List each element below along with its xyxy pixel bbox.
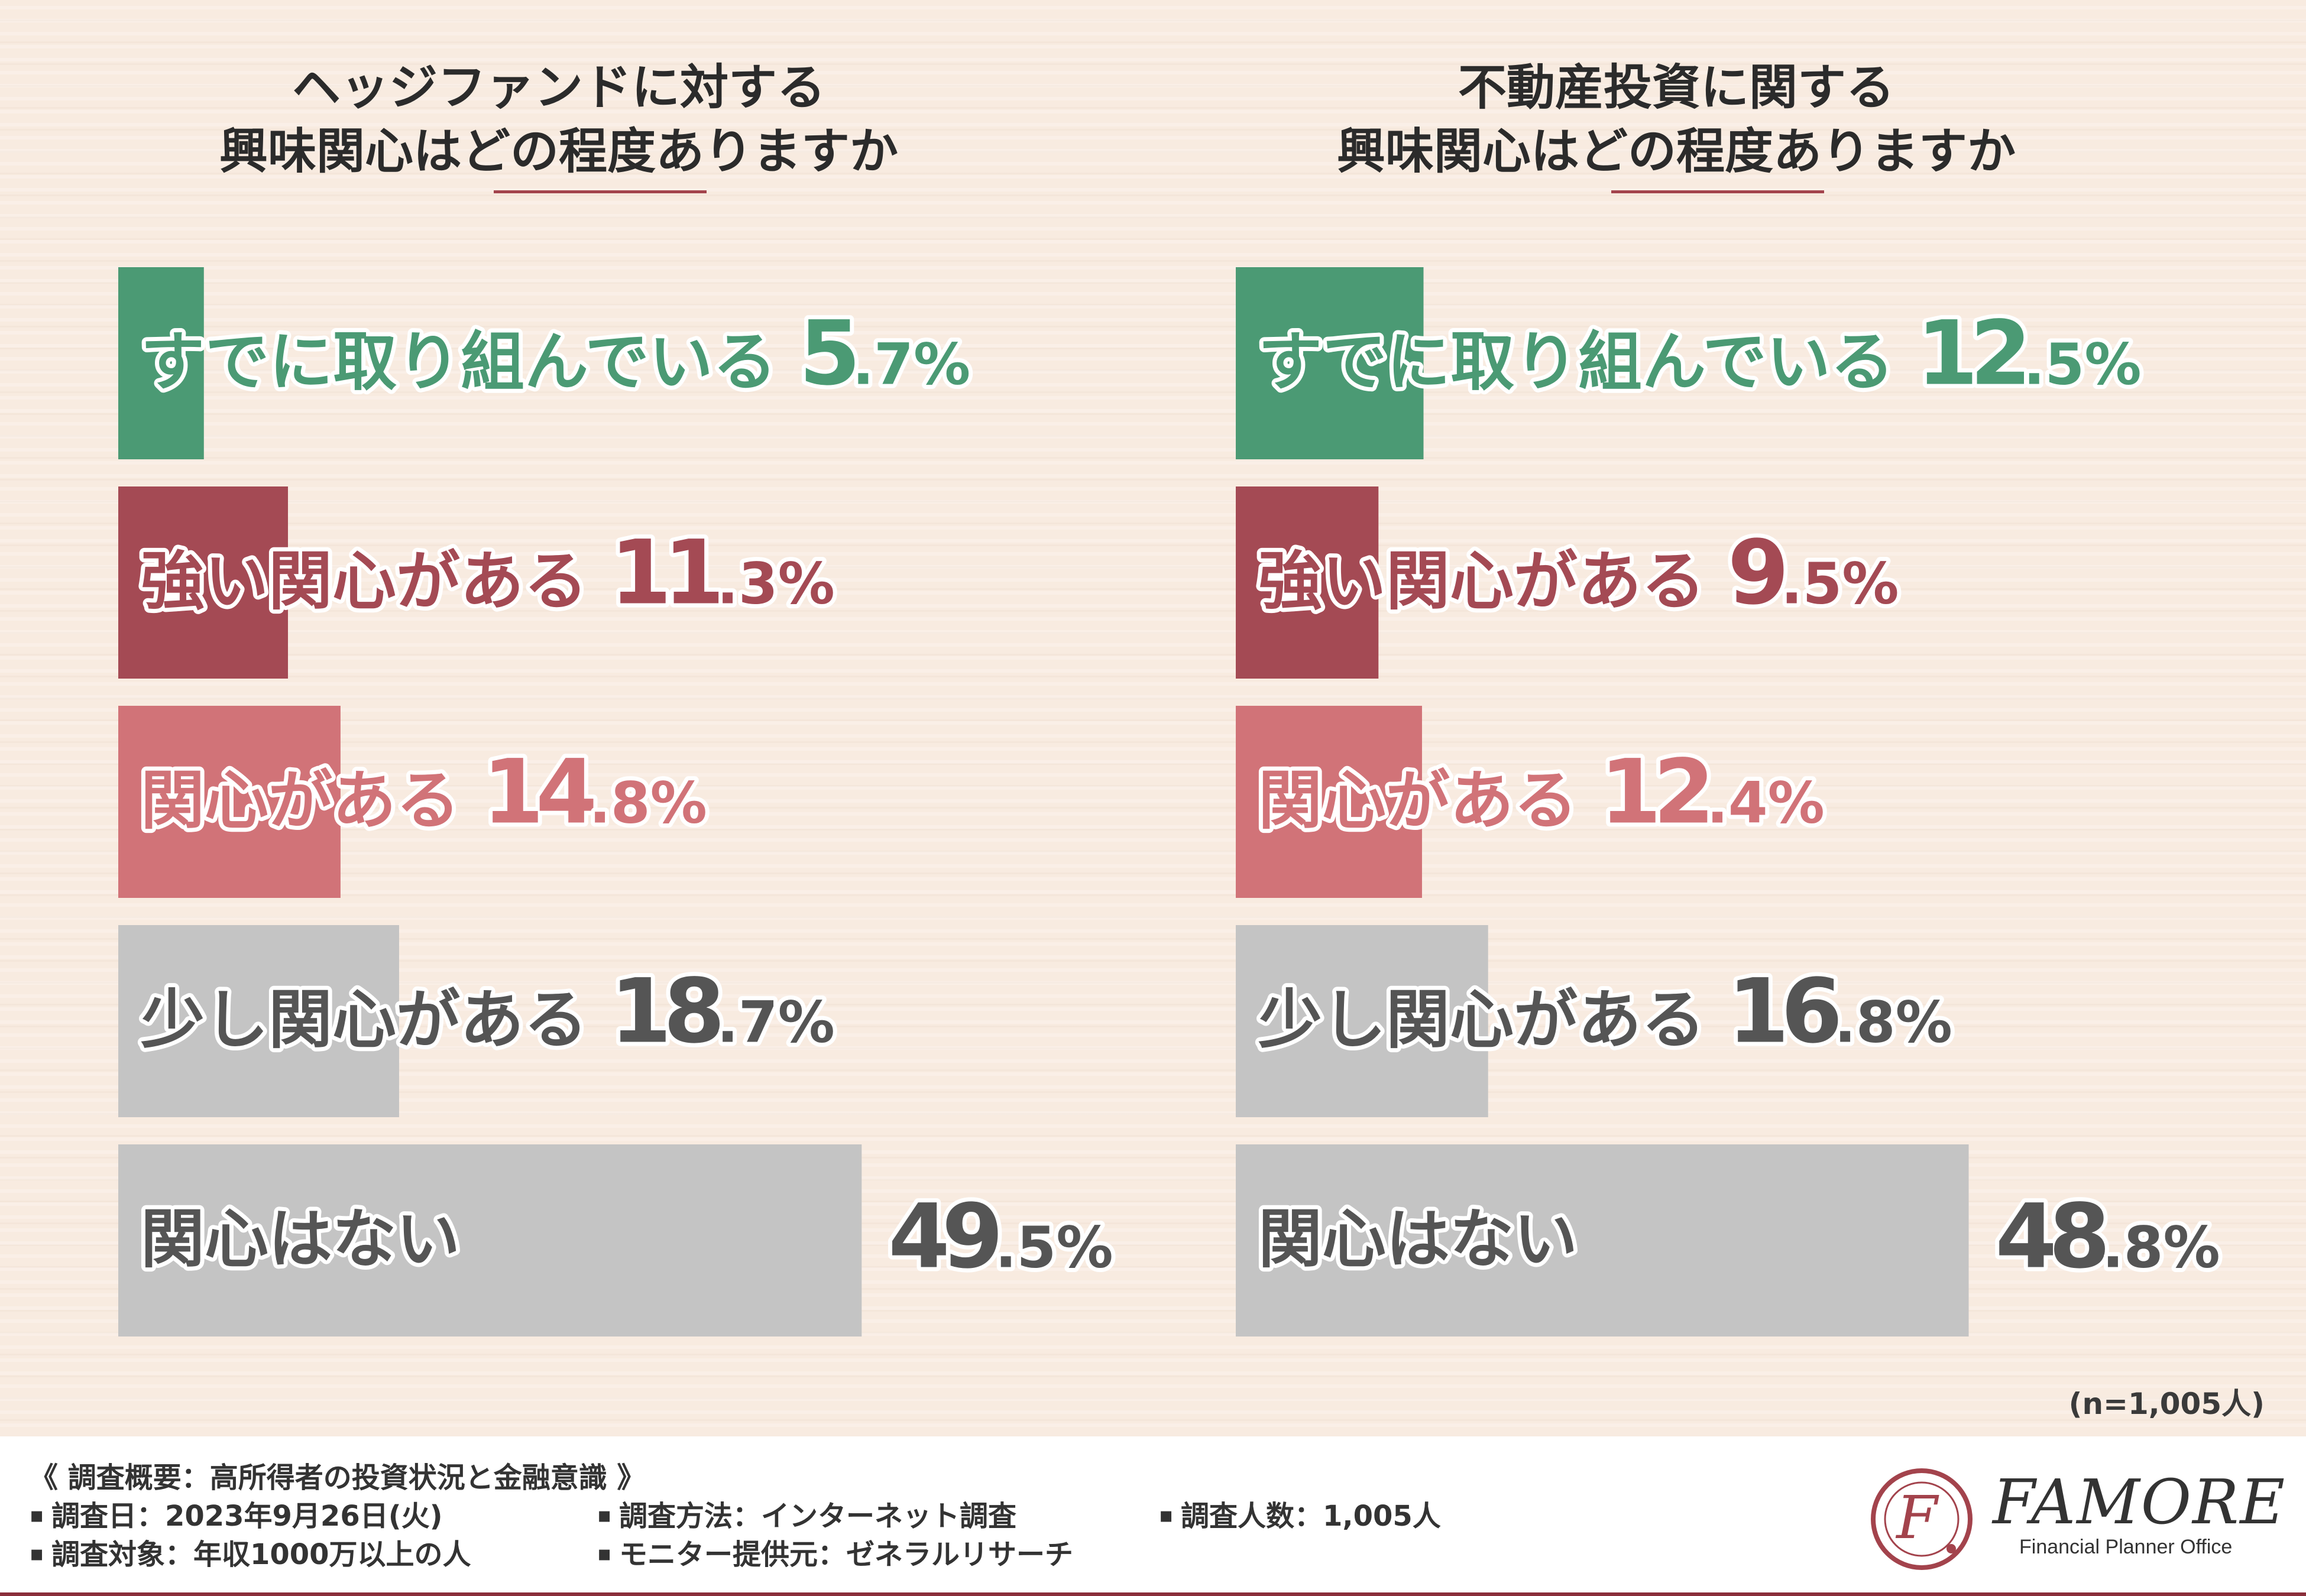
bar-1 (1236, 267, 1424, 459)
chart-title-line1: ヘッジファンドに対する (292, 60, 825, 116)
category-text: すでに取り組んでいる (141, 326, 777, 400)
category-label: 関心がある 14.8% (141, 741, 707, 844)
sample-size-note: (n=1,005人) (2068, 1387, 2265, 1421)
value-label: 16 (1728, 961, 1838, 1063)
chart-panel-real-estate: 不動産投資に関する 興味関心はどの程度ありますか すでに取り組んでいる 12.5… (1118, 0, 2235, 1419)
survey-target: 調査対象：年収1000万以上の人 (30, 1531, 471, 1572)
value-label: 12 (1916, 303, 2024, 406)
category-text: すでに取り組んでいる (1258, 326, 1894, 400)
category-text: 少し関心がある (1258, 984, 1705, 1057)
bar-2 (1236, 486, 1379, 679)
category-text: 関心がある (141, 764, 460, 838)
category-label: 関心はない (1258, 1203, 1578, 1277)
chart-title: 不動産投資に関する 興味関心はどの程度ありますか (1118, 56, 2235, 184)
survey-sample-size: 調査人数：1,005人 (1159, 1493, 1441, 1534)
category-label: 強い関心がある 11.3% (141, 522, 835, 625)
bar-5 (118, 1144, 862, 1337)
value-label: 18 (610, 961, 720, 1063)
value-label: 48.8% (1996, 1186, 2220, 1289)
category-label: すでに取り組んでいる 12.5% (1258, 303, 2142, 406)
value-label: 11 (610, 522, 720, 625)
survey-method: 調査方法：インターネット調査 (597, 1493, 1016, 1534)
survey-footer: 《 調査概要：高所得者の投資状況と金融意識 》 調査日：2023年9月26日(火… (0, 1436, 2306, 1596)
category-text: 関心はない (1258, 1203, 1578, 1277)
category-label: 少し関心がある 16.8% (1258, 961, 1952, 1063)
bar-3 (118, 706, 341, 898)
category-text: 関心はない (141, 1203, 460, 1277)
chart-panel-hedge-fund: ヘッジファンドに対する 興味関心はどの程度ありますか すでに取り組んでいる 5.… (0, 0, 1118, 1419)
category-label: 関心はない (141, 1203, 460, 1277)
survey-overview: 《 調査概要：高所得者の投資状況と金融意識 》 (30, 1461, 646, 1494)
category-label: 少し関心がある 18.7% (141, 961, 835, 1063)
value-label: 49.5% (888, 1186, 1113, 1289)
chart-title: ヘッジファンドに対する 興味関心はどの程度ありますか (0, 56, 1118, 184)
category-text: 強い関心がある (1258, 545, 1705, 619)
bar-2 (118, 486, 289, 679)
chart-title-line2: 興味関心はどの程度ありますか (219, 124, 898, 180)
value-label: 5 (799, 303, 854, 406)
monitor-provider: モニター提供元：ゼネラルリサーチ (597, 1531, 1073, 1572)
logo-wordmark: FAMORE (1993, 1466, 2286, 1538)
category-label: 関心がある 12.4% (1258, 741, 1825, 844)
value-label: 9 (1728, 522, 1784, 625)
value-label: 14 (482, 741, 594, 844)
footer-rule (0, 1592, 2306, 1596)
bar-5 (1236, 1144, 1969, 1337)
bar-4 (1236, 925, 1488, 1117)
category-label: すでに取り組んでいる 5.7% (141, 303, 970, 406)
title-underline (494, 190, 707, 193)
value-label: 12 (1600, 741, 1708, 844)
category-text: 関心がある (1258, 764, 1578, 838)
title-underline (1611, 190, 1824, 193)
category-text: 強い関心がある (141, 545, 588, 619)
chart-title-line1: 不動産投資に関する (1458, 60, 1894, 116)
bar-chart-real-estate: すでに取り組んでいる 12.5% 強い関心がある 9.5% 関心がある 12.4% 少… (1236, 267, 2224, 1337)
logo-mark-letter: F (1895, 1483, 1939, 1552)
category-text: 少し関心がある (141, 984, 588, 1057)
famore-logo-icon: F (1871, 1468, 1973, 1570)
category-label: 強い関心がある 9.5% (1258, 522, 1899, 625)
logo-subtitle: Financial Planner Office (2019, 1536, 2233, 1558)
bar-chart-hedge-fund: すでに取り組んでいる 5.7% 強い関心がある 11.3% 関心がある 14.8% 少… (118, 267, 1118, 1337)
bar-4 (118, 925, 399, 1117)
chart-title-line2: 興味関心はどの程度ありますか (1336, 124, 2016, 180)
bar-3 (1236, 706, 1422, 898)
bar-1 (118, 267, 204, 459)
survey-date: 調査日：2023年9月26日(火) (30, 1493, 443, 1534)
